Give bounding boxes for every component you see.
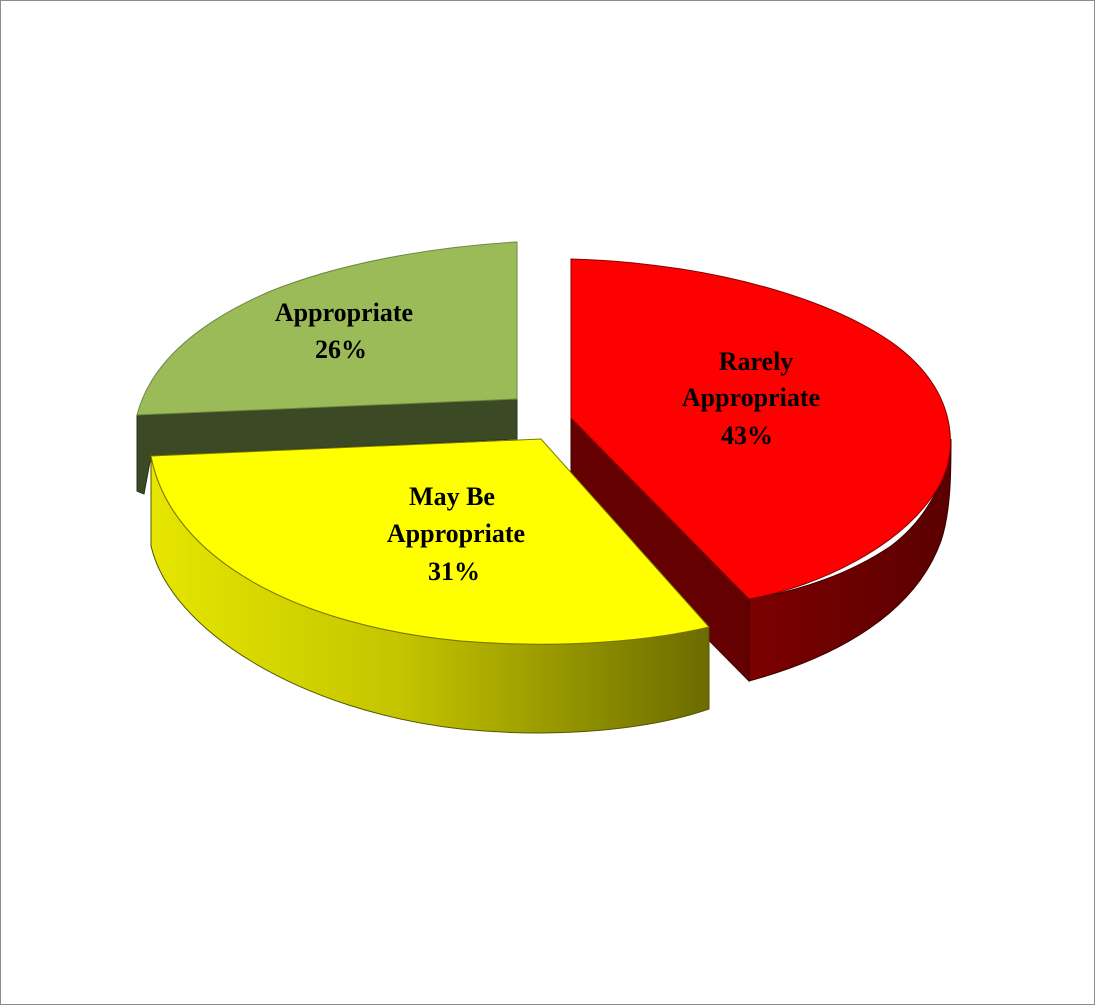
slice-label-rarely-line2: Appropriate [682,383,820,412]
slice-value-rarely: 43% [721,421,773,450]
slice-side-rarely-appropriate [570,417,952,682]
slice-value-maybe: 31% [428,557,480,586]
slice-top-may-be-appropriate [150,438,710,645]
slice-value-appropriate: 26% [315,335,367,364]
slice-label-appropriate: Appropriate [275,298,413,327]
slice-top-rarely-appropriate [570,258,951,600]
slice-top-appropriate [136,241,518,416]
slice-label-maybe-line2: Appropriate [387,519,525,548]
pie-slice-may-be-appropriate [150,438,710,734]
pie-slice-rarely-appropriate [570,258,952,683]
slice-label-rarely-line1: Rarely [719,347,794,376]
pie-slice-appropriate [136,241,518,495]
slice-label-maybe-line1: May Be [409,482,495,511]
